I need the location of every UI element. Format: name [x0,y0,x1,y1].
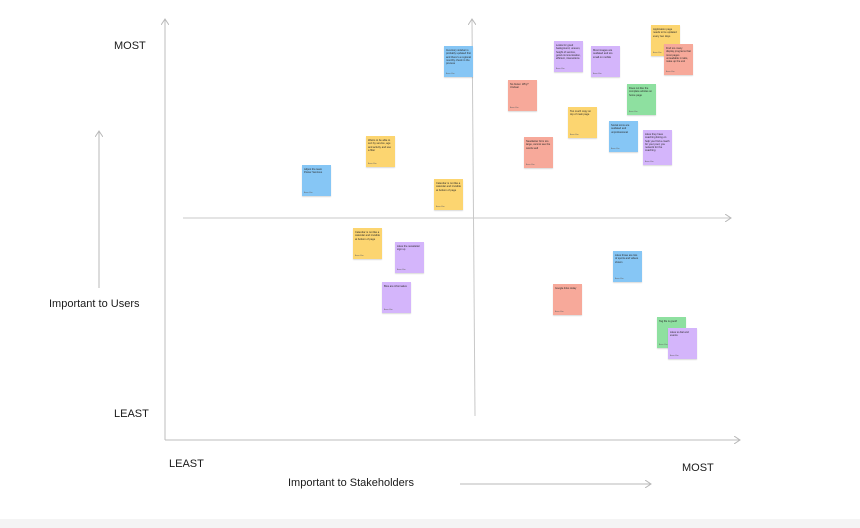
note-text: Find too many display programs that most… [666,47,691,64]
note-author: Anna Kim [611,148,620,150]
note-text: Newsletter form too large, cannot see th… [526,140,551,150]
note-author: Anna Kim [615,278,624,280]
note-text: Does not like the complete articles on h… [629,87,653,97]
sticky-note[interactable]: Inventory sidebar is probably updated fi… [444,46,473,77]
note-author: Anna Kim [526,164,535,166]
y-axis-least-label: LEAST [114,408,149,420]
sticky-note[interactable]: Likes the newsletter sign up Anna Kim [395,242,424,273]
note-author: Anna Kim [593,73,602,75]
sticky-note[interactable]: Newsletter form too large, cannot see th… [524,137,553,168]
note-text: Most images are outdated and too small o… [593,49,613,59]
note-author: Anna Kim [629,111,638,113]
sticky-note[interactable]: Does not like the complete articles on h… [627,84,656,115]
note-text: Bios are informative [384,285,407,288]
canvas-footer-strip [0,519,860,528]
x-axis-most-label: MOST [682,462,714,474]
note-text: Calendar is not like a calendar and invi… [355,231,380,241]
note-text: Tag file is good! [659,320,678,323]
note-text: Application page needs to be updated eve… [653,28,677,38]
note-author: Anna Kim [446,73,455,75]
sticky-note[interactable]: Calendar is not like a calendar and invi… [353,228,382,259]
note-author: Anna Kim [355,255,364,257]
note-author: Anna Kim [670,355,679,357]
sticky-note[interactable]: Likes those are lots of sports and video… [613,251,642,282]
y-axis-most-label: MOST [114,40,146,52]
note-text: No footer. Why? Unclear [510,83,529,90]
sticky-note[interactable]: Find too many display programs that most… [664,44,693,75]
sticky-note[interactable]: Bios are informative Anna Kim [382,282,411,313]
note-author: Anna Kim [510,107,519,109]
sticky-note[interactable]: Google links today Anna Kim [553,284,582,315]
x-axis-least-label: LEAST [169,458,204,470]
note-text: Likes those are lots of sports and video… [615,254,639,264]
note-author: Anna Kim [555,311,564,313]
sticky-note[interactable]: Calendar is not like a calendar and invi… [434,179,463,210]
note-text: Likes to dial and events [670,331,689,338]
sticky-note[interactable]: Too much copy on top of main page Anna Ki… [568,107,597,138]
note-author: Anna Kim [384,309,393,311]
y-axis-title: Important to Users [49,298,140,310]
note-text: Inventory sidebar is probably updated fi… [446,49,471,66]
sticky-note[interactable]: Wants to be able to sort by service, age… [366,136,395,167]
sticky-note[interactable]: No footer. Why? Unclear Anna Kim [508,80,537,111]
sticky-note[interactable]: Adjust the team Poster Services Anna Kim [302,165,331,196]
note-author: Anna Kim [368,163,377,165]
sticky-note[interactable]: Looks for good background, uneven, heigh… [554,41,583,72]
note-text: Too much copy on top of main page [570,110,592,117]
note-text: Likes they have coaching listing on help… [645,133,670,153]
note-author: Anna Kim [666,71,675,73]
note-author: Anna Kim [570,134,579,136]
note-text: Google links today [555,287,577,290]
note-author: Anna Kim [659,344,668,346]
sticky-note[interactable]: Most images are outdated and too small o… [591,46,620,77]
note-author: Anna Kim [304,192,313,194]
sticky-note[interactable]: Likes they have coaching listing on help… [643,130,672,165]
note-author: Anna Kim [436,206,445,208]
note-author: Anna Kim [653,52,662,54]
note-author: Anna Kim [397,269,406,271]
note-text: Calendar is not like a calendar and invi… [436,182,461,192]
note-text: Wants to be able to sort by service, age… [368,139,391,152]
note-author: Anna Kim [645,161,654,163]
note-text: Looks for good background, uneven, heigh… [556,44,581,61]
note-text: Social icons are outdated and unprofessi… [611,124,630,134]
x-axis-title: Important to Stakeholders [288,477,414,489]
note-text: Adjust the team Poster Services [304,168,323,175]
sticky-note[interactable]: Social icons are outdated and unprofessi… [609,121,638,152]
note-author: Anna Kim [556,68,565,70]
note-text: Likes the newsletter sign up [397,245,420,252]
sticky-note[interactable]: Likes to dial and events Anna Kim [668,328,697,359]
